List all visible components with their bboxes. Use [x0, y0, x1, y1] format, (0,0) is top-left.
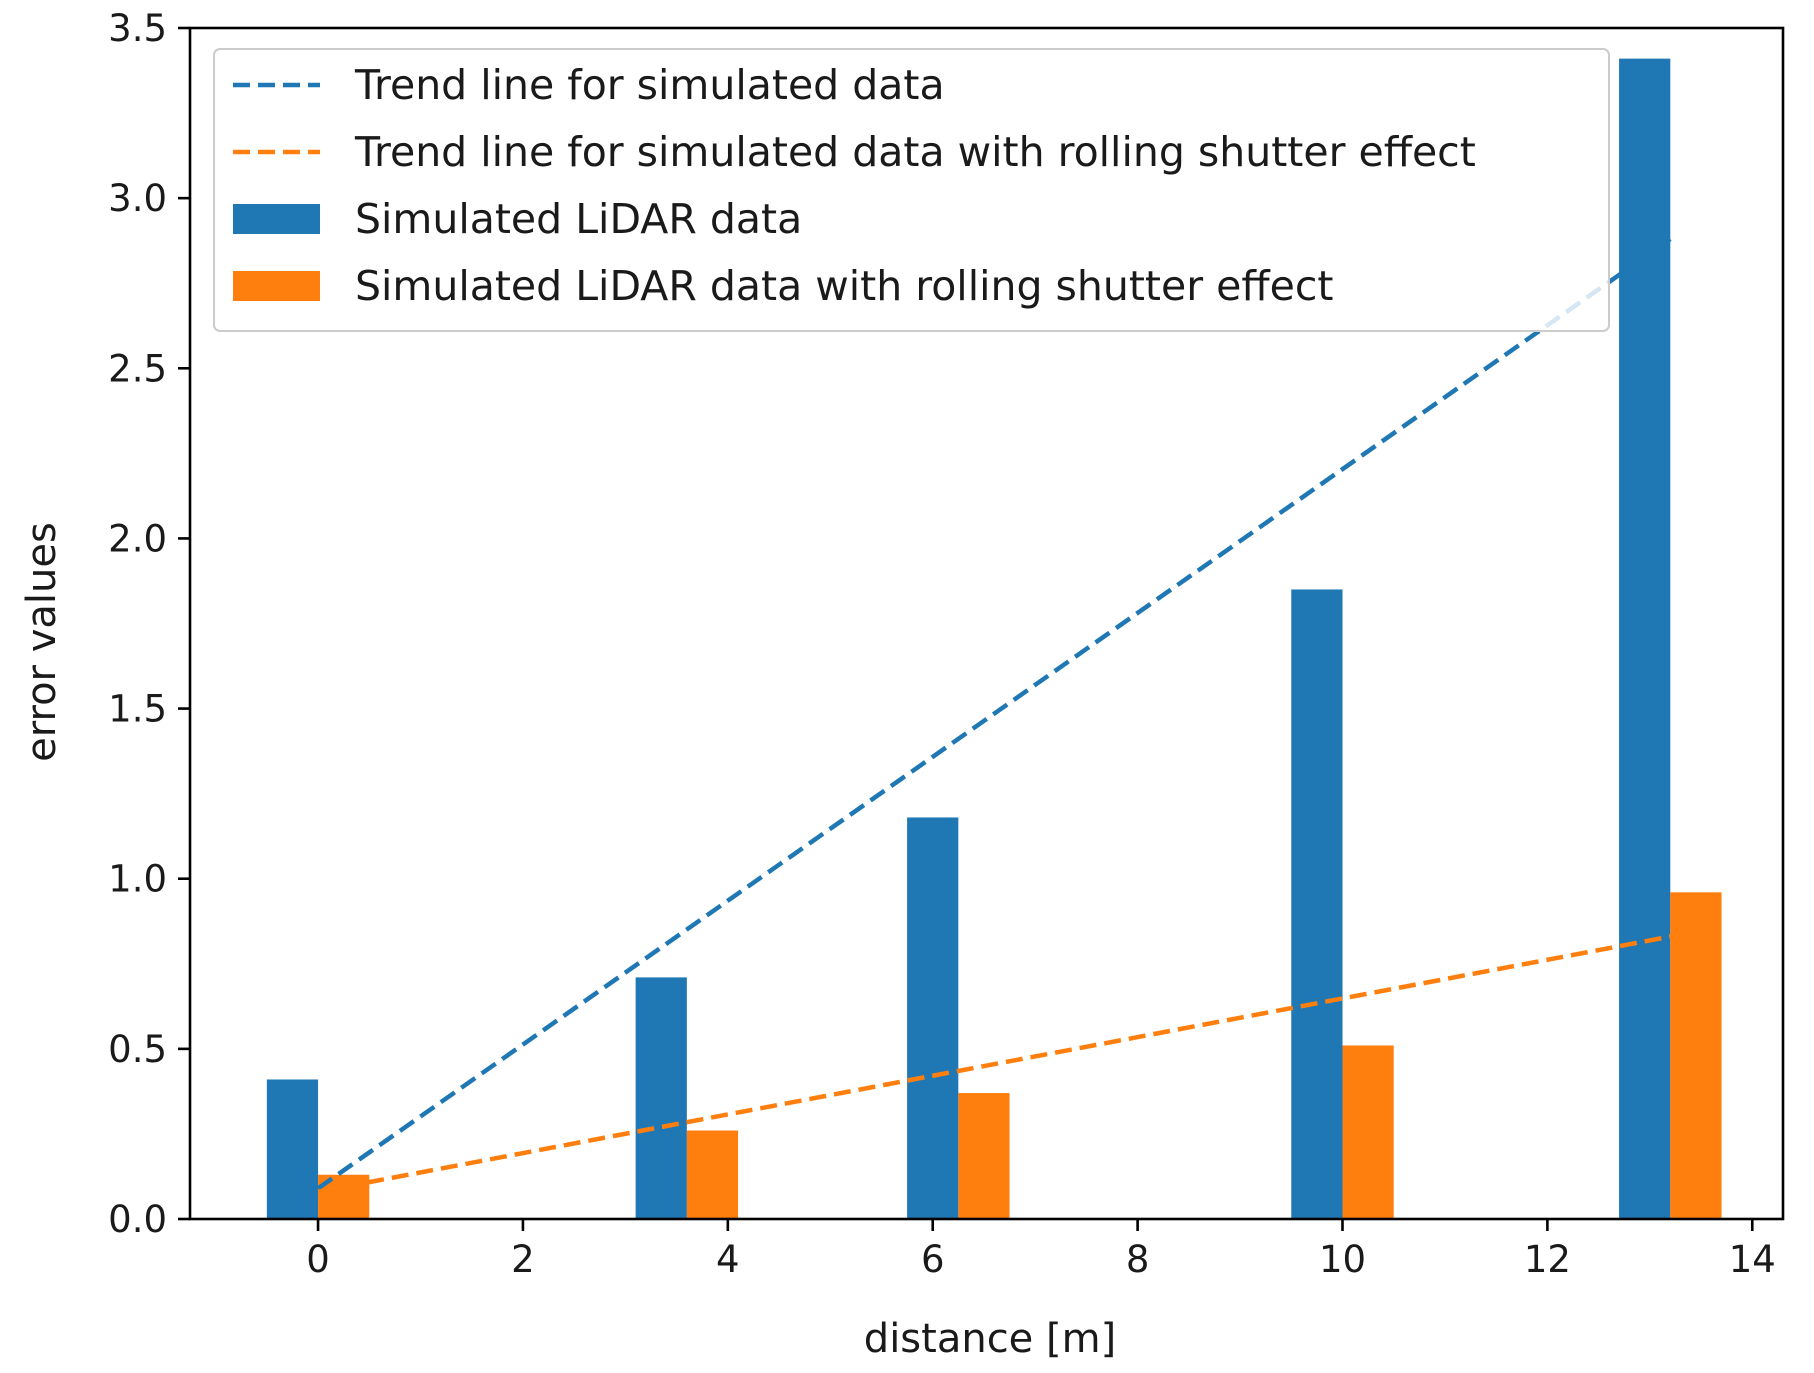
x-tick-label-1: 2 [511, 1238, 535, 1281]
y-tick-label-1: 0.5 [108, 1028, 167, 1071]
x-tick-label-6: 12 [1524, 1238, 1571, 1281]
x-tick-label-4: 8 [1126, 1238, 1150, 1281]
trend-lines-layer [316, 237, 1672, 1194]
legend-label-0: Trend line for simulated data [354, 61, 945, 109]
axes-layer: 0 2 4 6 8 10 12 14 0.0 0.5 1.0 1.5 2.0 2.5 3.0 3.5 [108, 7, 1785, 1281]
bar-series0-2 [907, 817, 959, 1219]
x-tick-label-0: 0 [306, 1238, 330, 1281]
x-tick-label-2: 4 [716, 1238, 740, 1281]
legend-label-1: Trend line for simulated data with rolli… [354, 128, 1476, 176]
trend-line-1 [317, 934, 1671, 1194]
bar-series0-4 [1619, 58, 1671, 1219]
bar-series1-1 [686, 1130, 739, 1219]
bar-series1-4 [1670, 892, 1722, 1219]
legend-swatch-bar-1 [233, 271, 320, 301]
y-tick-label-2: 1.0 [108, 858, 167, 901]
legend-label-3: Simulated LiDAR data with rolling shutte… [355, 262, 1333, 310]
legend-box [213, 48, 1610, 332]
x-tick-label-3: 6 [921, 1238, 945, 1281]
x-axis-title: distance [m] [864, 1316, 1116, 1362]
y-tick-label-3: 1.5 [108, 688, 167, 731]
bar-series0-0 [266, 1079, 319, 1219]
x-tick-label-7: 14 [1729, 1238, 1776, 1281]
legend-swatch-bar-0 [233, 204, 320, 234]
y-tick-label-4: 2.0 [108, 517, 167, 560]
bar-series0-1 [635, 977, 687, 1219]
bar-series1-2 [958, 1093, 1010, 1219]
bar-series0-3 [1291, 589, 1343, 1219]
legend-label-2: Simulated LiDAR data [355, 195, 802, 243]
y-tick-label-5: 2.5 [108, 347, 167, 390]
y-tick-label-6: 3.0 [108, 177, 167, 220]
bars-layer [266, 58, 1722, 1219]
y-axis-title: error values [19, 522, 65, 762]
y-tick-label-0: 0.0 [108, 1198, 167, 1241]
plot-frame [188, 26, 1785, 1221]
x-tick-label-5: 10 [1319, 1238, 1366, 1281]
y-tick-label-7: 3.5 [108, 7, 167, 50]
bar-series1-3 [1342, 1045, 1394, 1219]
legend: Trend line for simulated data Trend line … [213, 48, 1610, 332]
trend-line-0 [316, 237, 1672, 1191]
